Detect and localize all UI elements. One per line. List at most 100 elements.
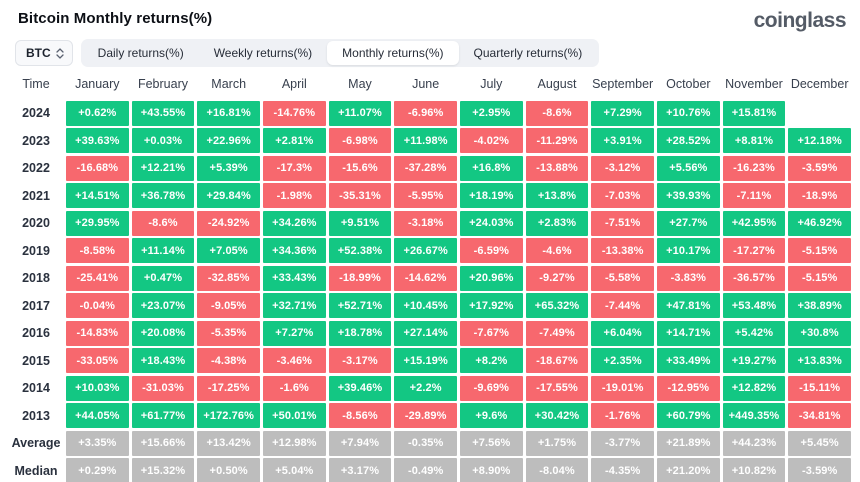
return-cell: -6.96% [394,100,457,126]
updown-caret-icon [56,47,64,59]
row-label: 2021 [22,188,50,203]
return-cell: +28.52% [657,128,720,153]
return-cell: -0.04% [66,293,129,318]
return-cell: -14.62% [394,265,457,291]
return-cell: -17.25% [197,375,260,401]
column-header-month: November [725,77,783,91]
column-header-month: January [75,77,120,91]
return-cell: +21.89% [657,430,720,456]
return-cell: +9.51% [328,210,392,236]
return-cell: +18.43% [131,348,195,373]
return-cell: -16.23% [722,155,786,181]
return-cell: +15.81% [722,100,786,126]
return-cell: +449.35% [722,403,786,428]
return-cell: -3.59% [788,458,851,482]
return-cell: +44.23% [722,430,786,456]
return-cell: -18.99% [328,265,392,291]
tab-daily-returns[interactable]: Daily returns(%) [97,46,184,60]
return-cell: -7.11% [722,183,786,208]
return-cell: -3.77% [591,430,654,456]
return-cell: +61.77% [131,403,195,428]
return-cell: +27.14% [394,320,457,346]
return-cell: +44.05% [66,403,129,428]
return-cell: +0.29% [66,458,129,482]
return-cell: +39.63% [66,128,129,153]
return-cell: +12.82% [722,375,786,401]
return-cell: -25.41% [66,265,129,291]
return-cell: -5.15% [788,265,851,291]
return-cell: +29.95% [66,210,129,236]
return-cell: -7.51% [591,210,654,236]
return-cell: -7.67% [460,320,523,346]
return-cell: +15.32% [131,458,195,482]
return-cell: +29.84% [197,183,260,208]
tab-quarterly-returns[interactable]: Quarterly returns(%) [473,46,583,60]
return-cell: +5.04% [263,458,326,482]
return-cell: +11.14% [131,238,195,263]
return-cell: +11.98% [394,128,457,153]
return-cell: +18.78% [328,320,392,346]
column-header-month: April [281,77,307,91]
return-cell: -31.03% [131,375,195,401]
return-cell: -13.38% [591,238,654,263]
return-cell: -35.31% [328,183,392,208]
column-header-month: June [412,77,440,91]
return-cell: +52.71% [328,293,392,318]
return-cell: -11.29% [525,128,589,153]
return-cell: +17.92% [460,293,523,318]
return-cell: +34.36% [263,238,326,263]
return-cell: +6.04% [591,320,654,346]
column-header-month: July [480,77,503,91]
return-cell: -17.55% [525,375,589,401]
return-cell: -32.85% [197,265,260,291]
returns-tab-group: Daily returns(%) Weekly returns(%) Monthly… [80,39,600,67]
return-cell: +15.19% [394,348,457,373]
return-cell: -15.6% [328,155,392,181]
return-cell: +2.83% [525,210,589,236]
return-cell: +11.07% [328,100,392,126]
return-cell: +60.79% [657,403,720,428]
tab-monthly-returns[interactable]: Monthly returns(%) [327,41,459,65]
return-cell: +7.27% [263,320,326,346]
return-cell: -7.03% [591,183,654,208]
page-title: Bitcoin Monthly returns(%) [18,10,213,27]
return-cell: -14.83% [66,320,129,346]
return-cell: +0.62% [66,100,129,126]
return-cell: +13.42% [197,430,260,456]
column-header-month: October [666,77,711,91]
return-cell: -17.3% [263,155,326,181]
return-cell: -7.49% [525,320,589,346]
return-cell: +26.67% [394,238,457,263]
symbol-selector-value: BTC [26,46,51,60]
return-cell: +10.76% [657,100,720,126]
row-label: 2014 [22,381,50,395]
return-cell: -9.69% [460,375,523,401]
column-header-month: February [137,77,188,91]
return-cell: -37.28% [394,155,457,181]
return-cell: -4.02% [460,128,523,153]
returns-table: Time January February March April May June July… [8,72,852,482]
tab-weekly-returns[interactable]: Weekly returns(%) [213,46,313,60]
return-cell: -24.92% [197,210,260,236]
return-cell: +5.45% [788,430,851,456]
return-cell: +0.50% [197,458,260,482]
coinglass-logo[interactable]: coinglass [753,9,847,32]
return-cell: +21.20% [657,458,720,482]
return-cell: -1.98% [263,183,326,208]
column-header-month: December [790,77,849,91]
top-bar: Bitcoin Monthly returns(%) coinglass [8,8,852,34]
return-cell: -5.58% [591,265,654,291]
return-cell: +3.17% [328,458,392,482]
return-cell: +2.81% [263,128,326,153]
row-label: 2013 [22,408,50,423]
controls-bar: BTC Daily returns(%) Weekly returns(%) Mon… [15,39,852,67]
return-cell: +0.03% [131,128,195,153]
return-cell: +14.51% [66,183,129,208]
return-cell: -9.27% [525,265,589,291]
return-cell: +13.8% [525,183,589,208]
symbol-selector[interactable]: BTC [15,40,73,66]
row-label: Median [14,463,58,478]
return-cell: +5.39% [197,155,260,181]
return-cell: +172.76% [197,403,260,428]
